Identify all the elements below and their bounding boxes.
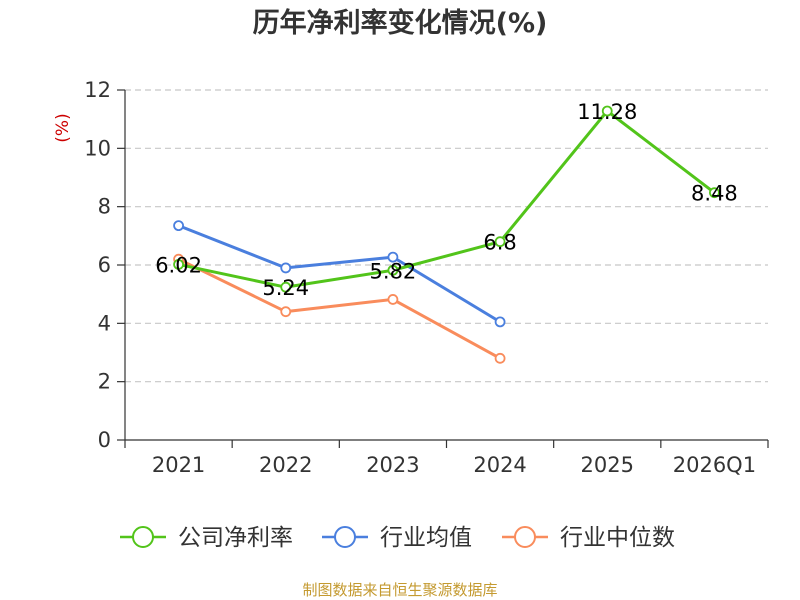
axes: 0 2 4 6 8 10 12 2021 2022 2023 2024 2025 2026Q1 (84, 78, 769, 477)
legend-label: 公司净利率 (178, 525, 293, 551)
data-point[interactable] (387, 294, 399, 305)
grid (125, 89, 768, 383)
data-labels: 6.02 5.24 5.82 6.8 11.28 8.48 (155, 100, 738, 300)
legend-swatch-marker (514, 526, 536, 548)
data-point[interactable] (494, 352, 506, 364)
data-label: 6.02 (155, 253, 202, 277)
y-tick-label: 8 (98, 195, 111, 219)
y-tick-label: 4 (98, 311, 111, 335)
x-tick-label: 2022 (259, 453, 312, 477)
y-tick-label: 12 (84, 78, 111, 102)
legend-swatch-marker (334, 526, 356, 548)
x-tick-label: 2026Q1 (673, 453, 756, 477)
x-tick-label: 2023 (366, 453, 419, 477)
legend[interactable]: 公司净利率 行业均值 行业中位数 (120, 525, 675, 551)
y-tick-label: 2 (98, 370, 111, 394)
x-tick-label: 2021 (152, 453, 205, 477)
series-line-1 (178, 224, 501, 324)
y-axis-unit-label: (%) (53, 113, 73, 142)
legend-label: 行业均值 (380, 525, 472, 551)
x-tick-label: 2025 (581, 453, 634, 477)
data-label: 6.8 (483, 231, 516, 255)
chart-title: 历年净利率变化情况(%) (253, 7, 548, 39)
data-point[interactable] (601, 105, 613, 117)
data-label: 8.48 (691, 182, 738, 206)
legend-item-1[interactable]: 行业均值 (322, 525, 472, 551)
data-point[interactable] (494, 236, 506, 248)
data-label: 5.24 (262, 276, 309, 300)
y-tick-label: 6 (98, 253, 111, 277)
data-point[interactable] (280, 262, 292, 274)
data-label: 11.28 (577, 100, 637, 124)
data-point[interactable] (173, 259, 184, 270)
y-tick-label: 10 (84, 136, 111, 160)
data-point[interactable] (280, 306, 292, 318)
data-point[interactable] (387, 251, 399, 263)
series-line-0 (178, 109, 716, 289)
data-point[interactable] (280, 281, 292, 293)
legend-label: 行业中位数 (560, 525, 675, 551)
source-note: 制图数据来自恒生聚源数据库 (302, 581, 497, 599)
data-point[interactable] (387, 264, 399, 276)
legend-item-2[interactable]: 行业中位数 (502, 525, 675, 551)
legend-item-0[interactable]: 公司净利率 (120, 525, 293, 551)
series-line-2 (177, 257, 501, 360)
data-point[interactable] (173, 220, 184, 232)
data-point[interactable] (709, 187, 720, 199)
data-label: 5.82 (370, 259, 417, 283)
legend-swatch-marker (132, 526, 154, 548)
series-layer (173, 105, 720, 364)
data-point[interactable] (494, 316, 506, 328)
x-tick-label: 2024 (473, 453, 526, 477)
y-tick-label: 0 (98, 428, 111, 452)
